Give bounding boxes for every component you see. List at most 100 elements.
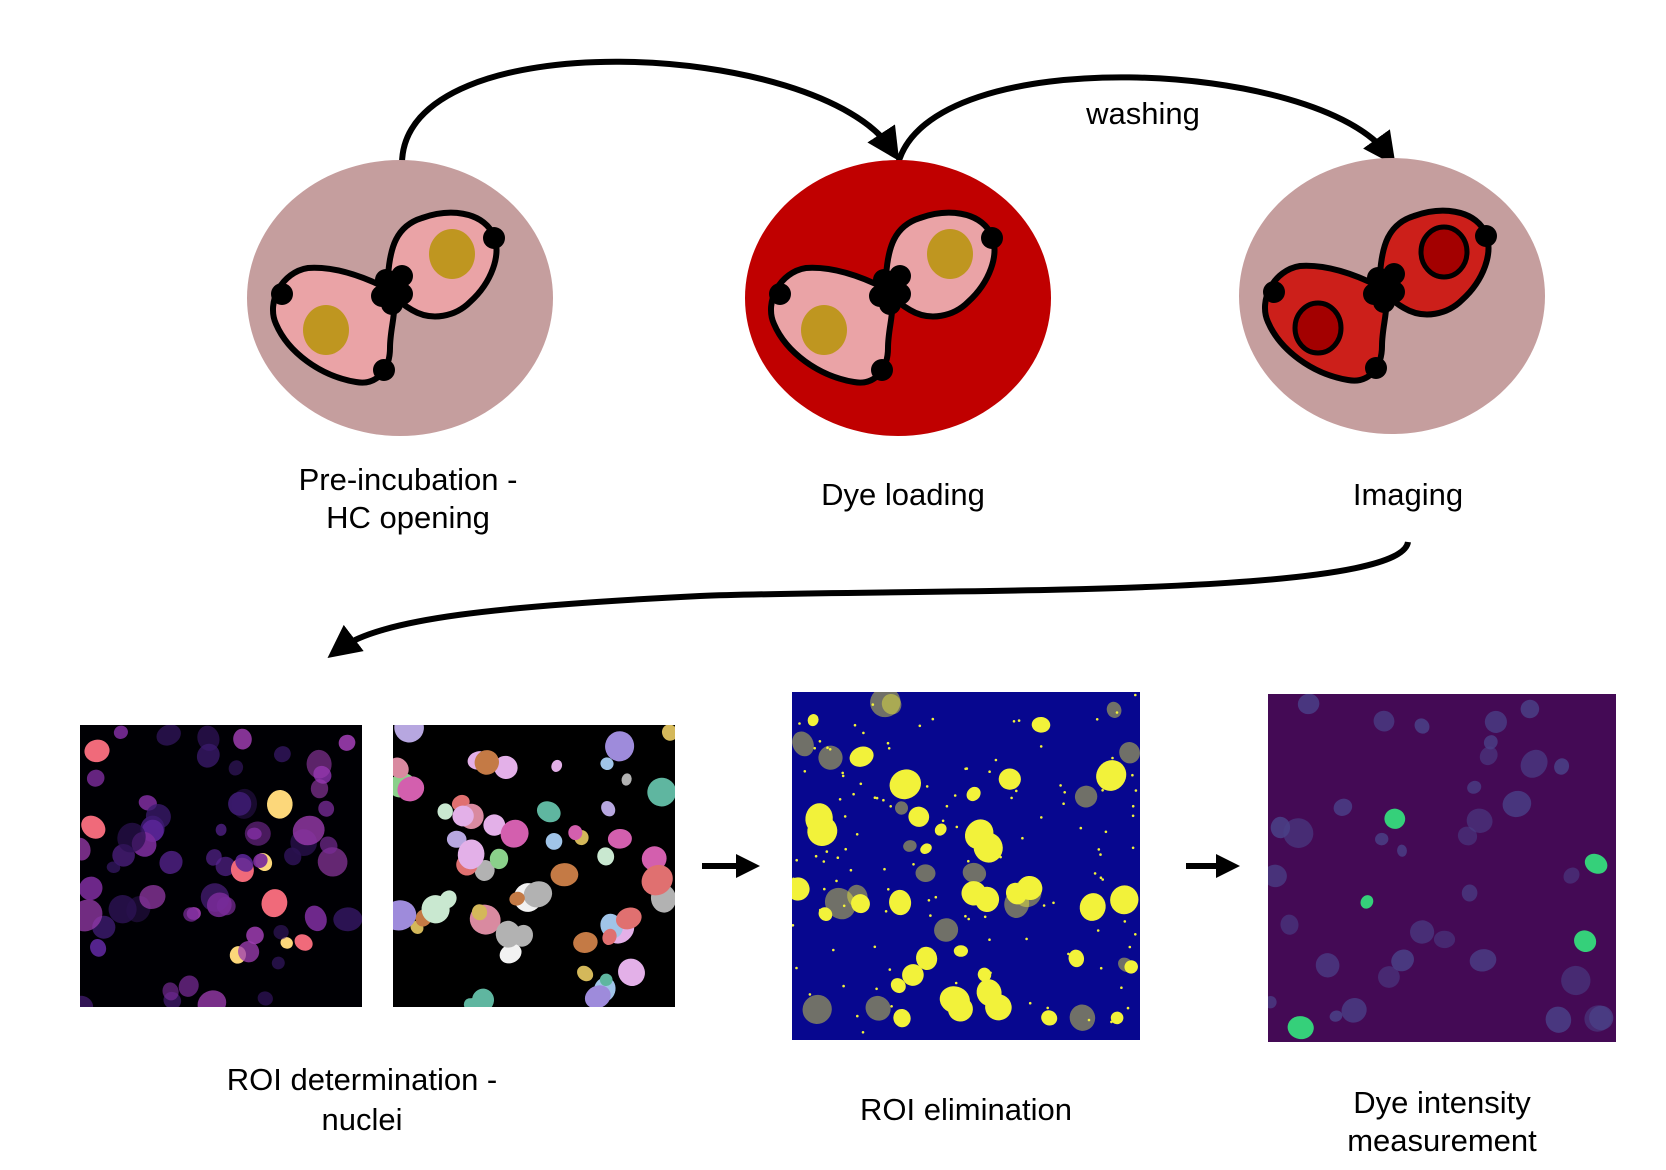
nucleus-spot: [1280, 914, 1299, 935]
mask-speckle: [849, 868, 853, 872]
nucleus-spot: [1391, 949, 1414, 972]
nucleus-spot: [292, 815, 325, 846]
mask-speckle: [1096, 929, 1100, 932]
nucleus: [801, 305, 847, 355]
mask-speckle: [818, 740, 822, 743]
nucleus-spot: [1287, 1016, 1314, 1040]
nucleus-spot: [1433, 930, 1456, 949]
mask-speckle: [852, 792, 855, 796]
nucleus-spot: [317, 847, 348, 877]
nucleus-spot: [493, 755, 518, 779]
nucleus-spot: [310, 779, 329, 799]
nucleus-spot: [573, 932, 598, 953]
mask-speckle: [887, 747, 891, 750]
nucleus-spot: [489, 848, 509, 870]
nucleus-spot: [257, 991, 273, 1006]
mask-speckle: [933, 952, 936, 955]
nucleus-spot: [977, 967, 992, 982]
nucleus-spot: [338, 734, 356, 751]
nucleus-spot: [818, 745, 843, 770]
nucleus-spot: [1315, 953, 1340, 978]
mask-speckle: [988, 938, 991, 941]
mask-speckle: [1128, 945, 1132, 949]
mask-speckle: [1131, 804, 1135, 808]
nucleus-spot: [792, 877, 810, 901]
mask-speckle: [875, 796, 879, 800]
nucleus-spot: [80, 899, 103, 932]
nucleus-spot: [1375, 832, 1389, 846]
nucleus-spot: [849, 746, 874, 767]
mask-speckle: [873, 796, 877, 799]
nucleus-spot: [545, 833, 563, 850]
nucleus-spot: [228, 760, 244, 776]
mask-speckle: [875, 987, 878, 991]
nucleus-spot: [818, 907, 833, 921]
mask-speckle: [861, 1031, 865, 1034]
nucleus-spot: [183, 907, 199, 922]
dish-preincubation: [247, 160, 553, 436]
mask-speckle: [792, 877, 795, 881]
nucleus-spot: [599, 973, 613, 987]
nucleus: [1292, 300, 1344, 356]
nucleus-spot: [261, 889, 288, 918]
mask-speckle: [841, 771, 844, 775]
nucleus-spot: [523, 881, 553, 908]
mask-speckle: [1131, 814, 1135, 818]
nucleus-spot: [1384, 808, 1406, 829]
mask-speckle: [1104, 830, 1108, 834]
roi-determination-label-line1: ROI determination -: [227, 1062, 498, 1097]
micrograph-dye-intensity: [1268, 694, 1616, 1042]
nucleus-spot: [463, 998, 477, 1007]
mask-speckle: [888, 968, 892, 971]
nucleus-spot: [847, 884, 868, 908]
nucleus-spot: [568, 825, 583, 841]
mask-speckle: [923, 810, 926, 813]
nucleus-spot: [162, 982, 179, 1001]
hemichannel: [871, 359, 893, 381]
nucleus-spot: [1069, 1004, 1096, 1031]
nucleus-spot: [206, 892, 232, 918]
mask-speckle: [1063, 791, 1066, 794]
nucleus-spot: [90, 939, 107, 957]
nucleus-spot: [1502, 790, 1532, 818]
nucleus-spot: [106, 861, 121, 874]
mask-speckle: [978, 826, 982, 829]
mask-speckle: [814, 854, 818, 858]
mask-speckle: [967, 859, 970, 863]
nucleus-spot: [647, 777, 675, 807]
mask-speckle: [934, 895, 938, 899]
mask-speckle: [855, 833, 859, 836]
mask-speckle: [825, 850, 829, 853]
mask-speckle: [967, 917, 970, 921]
mask-speckle: [1052, 901, 1055, 905]
nucleus-spot: [196, 743, 220, 768]
mask-speckle: [818, 908, 822, 912]
nucleus-spot: [915, 864, 936, 883]
nucleus-spot: [266, 790, 293, 819]
mask-speckle: [884, 910, 888, 913]
mask-speckle: [1040, 816, 1043, 819]
nucleus-spot: [605, 731, 635, 762]
nucleus-spot: [1124, 960, 1138, 974]
hemichannel: [1475, 225, 1497, 247]
nucleus-spot: [80, 995, 94, 1007]
mask-speckle: [813, 746, 816, 750]
nucleus-spot: [1554, 758, 1570, 775]
nucleus-spot: [920, 843, 932, 854]
nucleus-spot: [1106, 701, 1122, 718]
arrow-imaging-to-roi-determination: [327, 540, 1411, 658]
nucleus-spot: [471, 988, 495, 1007]
nucleus-spot: [1341, 997, 1367, 1023]
hemichannel: [981, 227, 1003, 249]
mask-speckle: [795, 858, 798, 862]
micrograph-nuclear-stain: [80, 725, 362, 1007]
mask-speckle: [1025, 937, 1028, 941]
mask-speckle: [798, 722, 801, 725]
nucleus-spot: [206, 849, 222, 866]
mask-speckle: [994, 758, 998, 762]
mask-speckle: [826, 746, 829, 749]
mask-speckle: [955, 825, 959, 829]
mask-speckle: [1120, 986, 1123, 989]
nucleus-spot: [86, 769, 105, 787]
nucleus-spot: [228, 791, 252, 816]
